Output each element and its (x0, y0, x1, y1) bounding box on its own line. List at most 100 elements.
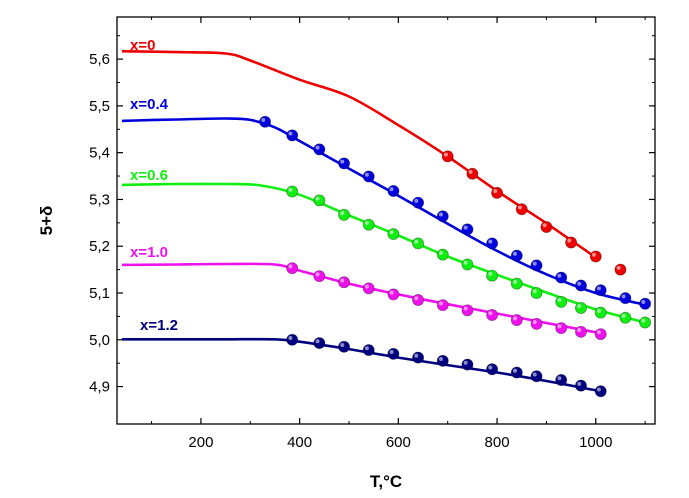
data-point (510, 249, 523, 262)
data-point (387, 228, 400, 241)
data-point-highlight (557, 298, 562, 303)
data-point-highlight (463, 260, 468, 265)
data-point (619, 311, 632, 324)
data-point (555, 322, 568, 335)
data-point (313, 143, 326, 156)
data-point (486, 237, 499, 250)
data-point-highlight (591, 252, 596, 257)
series-x=1.0 (121, 262, 607, 341)
x-tick-label: 600 (386, 434, 411, 451)
data-point-highlight (557, 376, 562, 381)
data-point (362, 170, 375, 183)
data-point-highlight (512, 251, 517, 256)
data-point-highlight (364, 346, 369, 351)
series-x=0.4 (121, 115, 652, 310)
data-point (594, 306, 607, 319)
data-point-highlight (512, 368, 517, 373)
data-point-highlight (468, 169, 473, 174)
data-point (555, 374, 568, 387)
data-point (436, 210, 449, 223)
data-point (574, 379, 587, 392)
x-axis-title: T,°C (370, 472, 402, 491)
data-point (461, 358, 474, 371)
data-point (639, 297, 652, 310)
data-point-highlight (532, 372, 537, 377)
data-point-highlight (315, 339, 320, 344)
data-point-highlight (414, 239, 419, 244)
data-point (530, 287, 543, 300)
data-point (338, 157, 351, 170)
data-point (436, 354, 449, 367)
y-tick-label: 5,6 (89, 51, 110, 68)
data-point (387, 288, 400, 301)
data-point-highlight (532, 320, 537, 325)
data-point-highlight (364, 172, 369, 177)
data-point-highlight (557, 324, 562, 329)
x-tick-label: 800 (485, 434, 510, 451)
data-point (461, 304, 474, 317)
data-point (594, 328, 607, 341)
data-point-highlight (596, 286, 601, 291)
data-point (510, 314, 523, 327)
x-tick-label: 400 (287, 434, 312, 451)
y-tick-label: 5,5 (89, 98, 110, 115)
data-point (639, 316, 652, 329)
data-point-highlight (532, 261, 537, 266)
data-point-highlight (621, 294, 626, 299)
series-label: x=0.6 (130, 167, 168, 184)
data-point-highlight (414, 353, 419, 358)
data-point (486, 363, 499, 376)
y-tick-label: 5,2 (89, 238, 110, 255)
data-point-highlight (577, 304, 582, 309)
data-point-highlight (288, 264, 293, 269)
y-tick-label: 4,9 (89, 379, 110, 396)
data-point-highlight (488, 271, 493, 276)
data-point-highlight (517, 205, 522, 210)
data-point-highlight (438, 357, 443, 362)
series-label: x=1.0 (130, 244, 168, 261)
data-point (362, 218, 375, 231)
data-point-highlight (621, 314, 626, 319)
data-point (412, 294, 425, 307)
data-point-highlight (577, 281, 582, 286)
data-point (313, 337, 326, 350)
data-point-highlight (438, 250, 443, 255)
data-point-highlight (493, 189, 498, 194)
series-layer (121, 49, 652, 398)
data-point (530, 317, 543, 330)
data-point (574, 301, 587, 314)
data-point (491, 186, 504, 199)
data-point (286, 129, 299, 142)
data-point-highlight (596, 387, 601, 392)
data-point (387, 347, 400, 360)
x-tick-label: 1000 (579, 434, 612, 451)
data-point (338, 208, 351, 221)
y-tick-label: 5,4 (89, 145, 110, 162)
series-line (121, 49, 597, 259)
data-point-highlight (577, 381, 582, 386)
data-point (313, 194, 326, 207)
data-point (461, 258, 474, 271)
data-point-highlight (438, 212, 443, 217)
data-point-highlight (616, 265, 621, 270)
data-point-highlight (288, 187, 293, 192)
data-point-highlight (463, 225, 468, 230)
data-point (574, 279, 587, 292)
data-point-highlight (438, 301, 443, 306)
data-point-highlight (364, 284, 369, 289)
data-point-highlight (288, 335, 293, 340)
data-point-highlight (512, 279, 517, 284)
data-point (461, 223, 474, 236)
data-point-highlight (443, 152, 448, 157)
data-point-highlight (389, 187, 394, 192)
data-point-highlight (315, 272, 320, 277)
data-point (436, 299, 449, 312)
series-line (121, 262, 597, 334)
data-point-highlight (389, 350, 394, 355)
data-point (589, 250, 602, 263)
data-point-highlight (596, 330, 601, 335)
data-point (441, 150, 454, 163)
y-axis-title: 5+δ (37, 206, 56, 236)
data-point-highlight (557, 273, 562, 278)
